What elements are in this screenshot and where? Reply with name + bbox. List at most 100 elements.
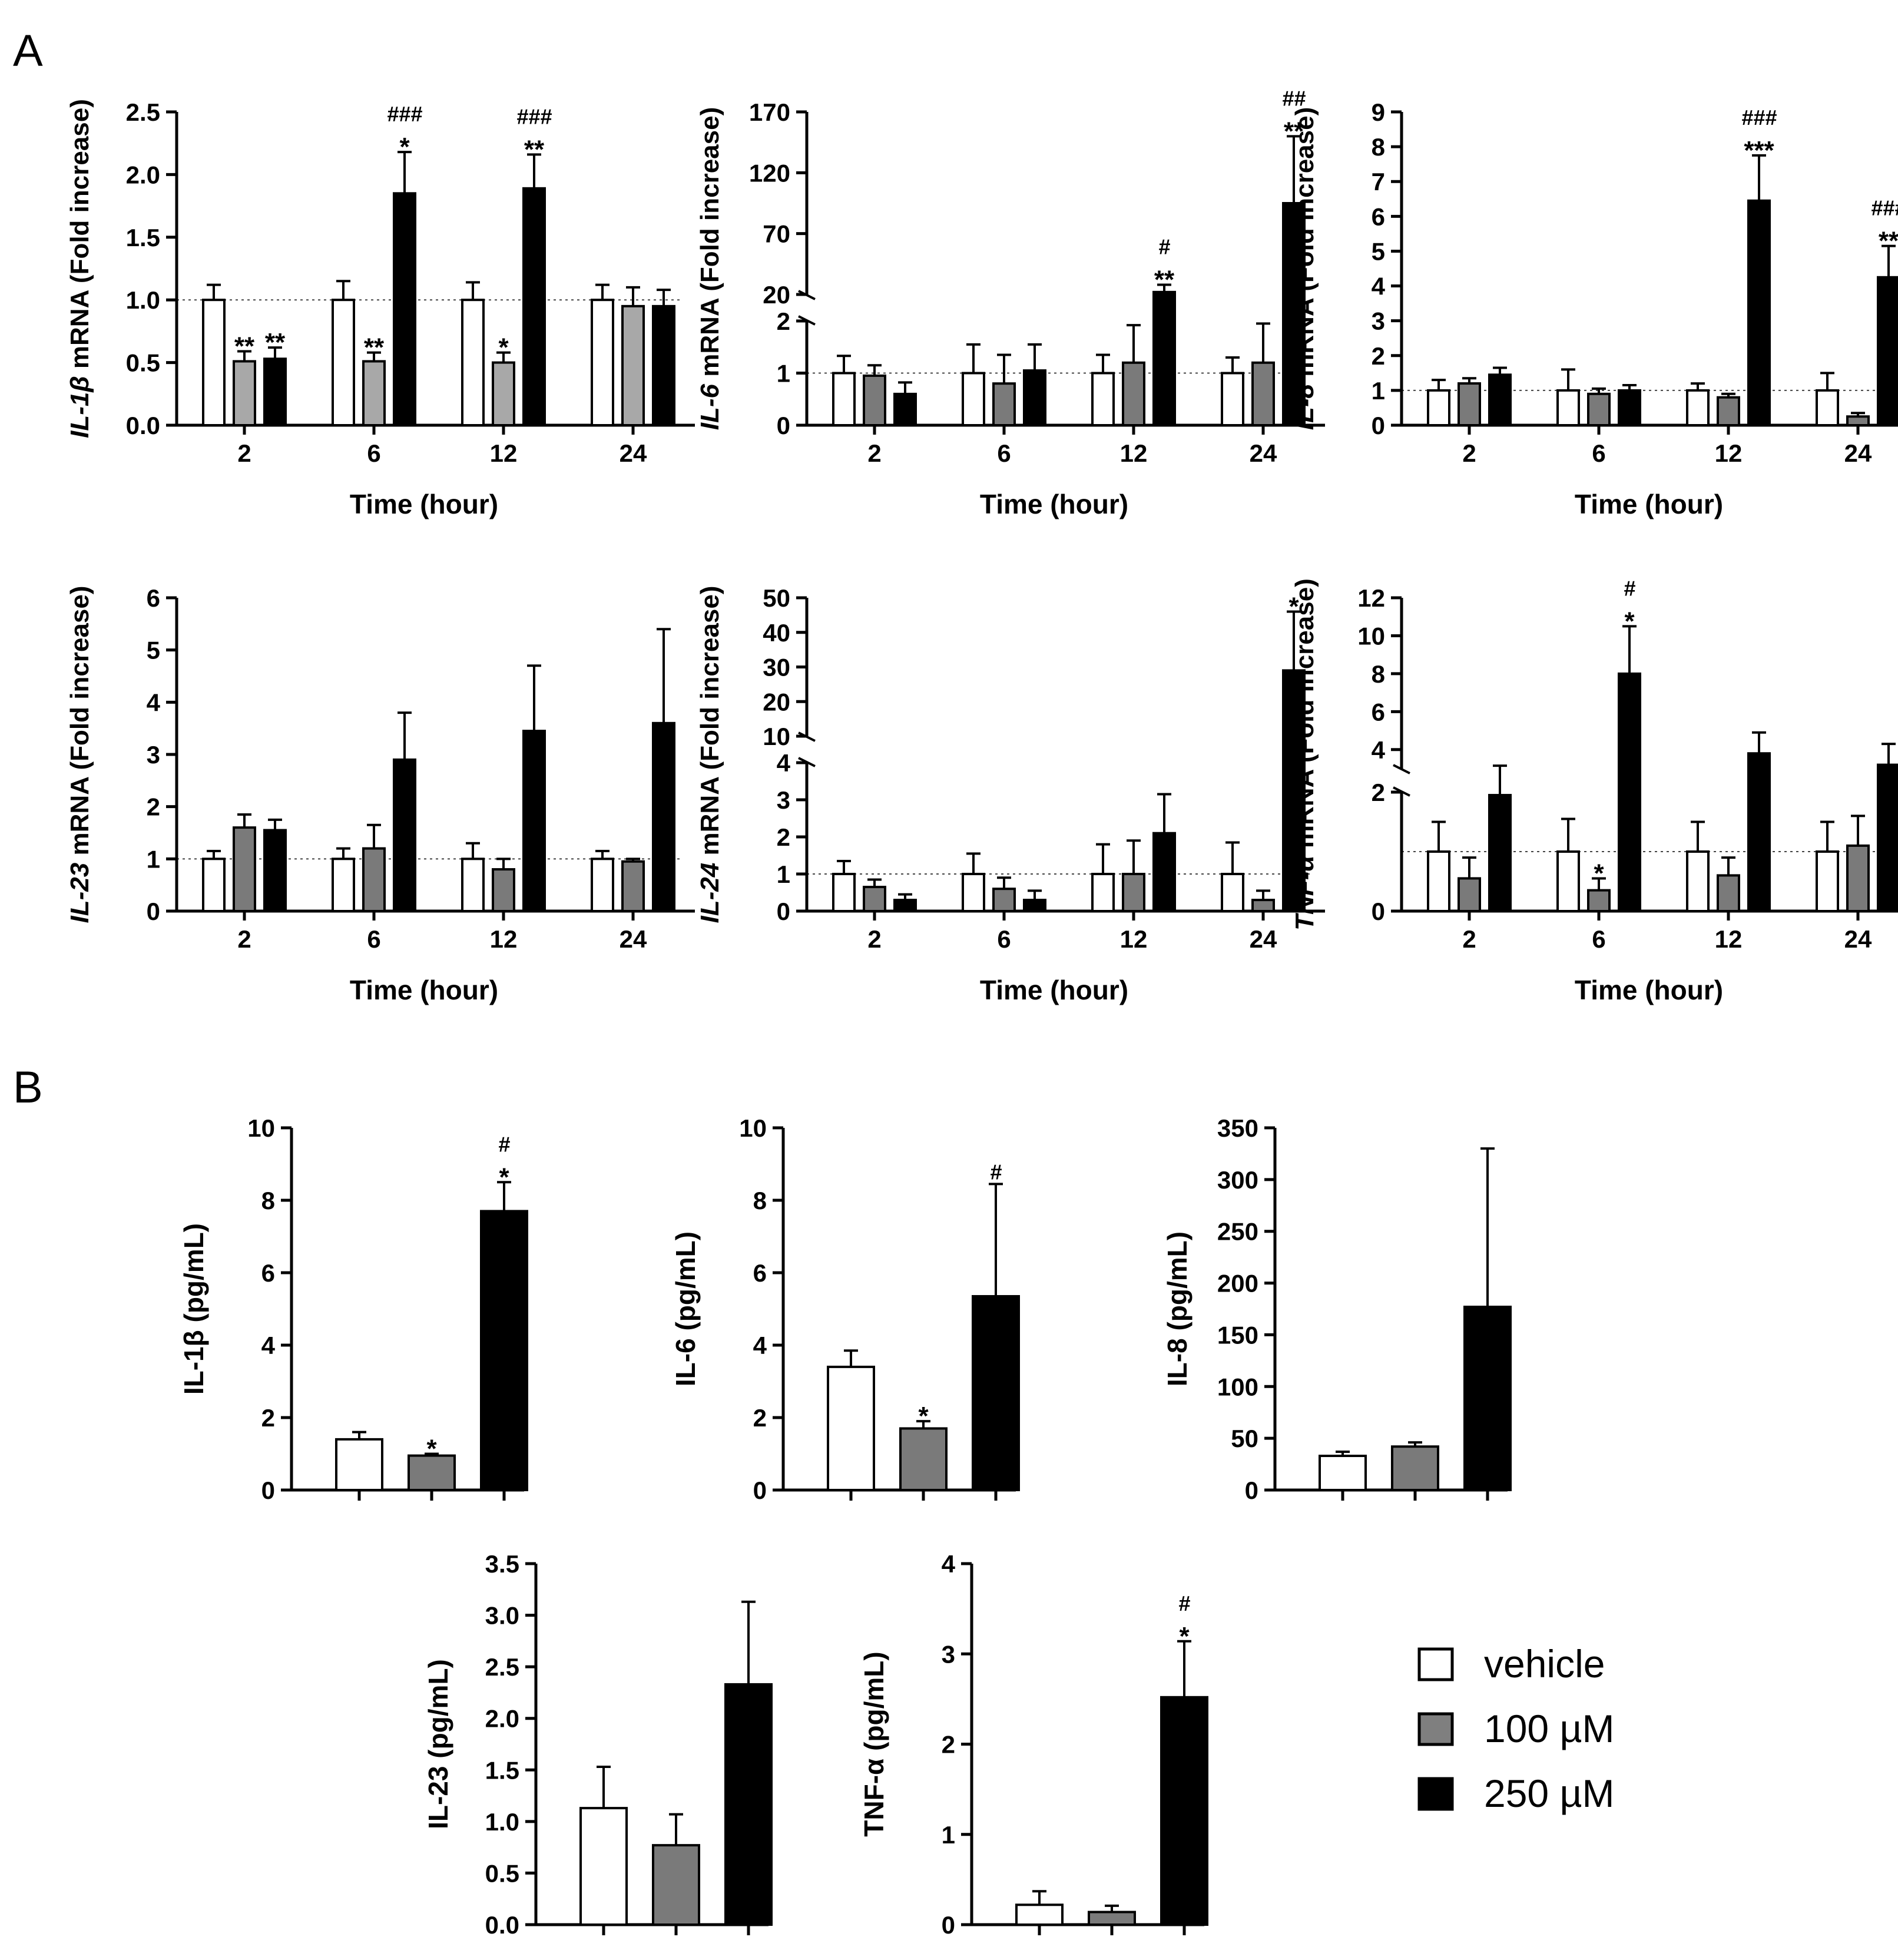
y-tick-label: 4	[942, 1550, 956, 1578]
y-tick-label: 5	[147, 637, 160, 664]
bar	[579, 1807, 628, 1926]
bar	[1877, 276, 1898, 426]
bar	[899, 1427, 948, 1491]
bar	[1023, 899, 1046, 912]
bar	[362, 847, 386, 912]
y-tick-label: 4	[147, 688, 161, 716]
significance-stars: *	[1179, 1622, 1190, 1651]
bar	[1088, 1911, 1136, 1926]
bar	[408, 1454, 456, 1491]
significance-stars: **	[524, 135, 545, 164]
bar	[335, 1438, 383, 1491]
bar	[522, 730, 546, 912]
bar	[1251, 899, 1275, 912]
y-tick-label: 6	[261, 1259, 275, 1287]
y-tick-label: 20	[763, 281, 790, 309]
y-axis-label: IL-6 (pg/mL)	[670, 1231, 701, 1386]
bar	[1816, 850, 1839, 912]
y-axis-label-gene: IL-6	[695, 383, 724, 430]
significance-stars: **	[234, 332, 255, 360]
bar	[1122, 873, 1145, 912]
y-tick-label: 6	[147, 584, 160, 612]
y-tick-label: 200	[1217, 1270, 1258, 1297]
bar	[863, 886, 886, 913]
significance-hash: ###	[1741, 105, 1777, 130]
significance-stars: *	[499, 1163, 509, 1191]
y-tick-label: 8	[1372, 660, 1385, 688]
bar	[652, 1844, 700, 1926]
y-axis-label-gene: IL-8	[1290, 383, 1319, 430]
bar	[362, 360, 386, 426]
x-tick-label: 12	[1120, 439, 1148, 467]
significance-hash: #	[1178, 1591, 1190, 1615]
bar	[1846, 844, 1870, 913]
bar	[1686, 389, 1710, 427]
y-tick-label: 4	[753, 1332, 767, 1359]
bar	[1587, 889, 1611, 913]
bar	[202, 299, 226, 427]
significance-hash: #	[1624, 576, 1635, 600]
bar	[1618, 672, 1641, 913]
y-tick-label: 0	[777, 898, 790, 925]
x-tick-label: 24	[1250, 439, 1277, 467]
bar	[202, 858, 226, 913]
bar	[992, 888, 1016, 912]
bar	[1816, 389, 1839, 427]
bar	[1221, 372, 1244, 426]
y-tick-label: 1.0	[126, 286, 160, 314]
y-axis-label-unit: mRNA (Fold increase)	[1290, 578, 1319, 855]
y-tick-label: 6	[1372, 203, 1385, 230]
y-tick-label: 1	[147, 845, 160, 873]
x-tick-label: 2	[1462, 439, 1476, 467]
bar	[1556, 389, 1580, 427]
y-tick-label: 2.0	[485, 1705, 519, 1733]
significance-hash: ###	[1871, 196, 1898, 220]
y-tick-label: 2.0	[126, 161, 160, 188]
bar	[652, 721, 675, 913]
bar	[832, 372, 856, 426]
y-axis-label: IL-8 (pg/mL)	[1162, 1231, 1193, 1386]
bar	[962, 873, 985, 912]
y-tick-label: 2	[942, 1731, 955, 1759]
chart-8: 0 50 100 150 200 250 300 350 IL-8 (pg/mL)	[1162, 1114, 1512, 1504]
y-tick-label: 120	[749, 159, 790, 187]
y-axis-label-gene: TNF-α	[1290, 855, 1319, 931]
x-tick-label: 2	[237, 439, 251, 467]
significance-stars: **	[1284, 117, 1304, 145]
x-tick-label: 12	[1715, 925, 1743, 953]
bar	[1091, 372, 1115, 426]
y-axis-label: IL-8 mRNA (Fold increase)	[1290, 107, 1319, 430]
y-axis-label-gene: IL-23	[65, 863, 94, 923]
y-tick-label: 0	[753, 1476, 767, 1504]
chart-9: 0.0 0.5 1.0 1.5 2.0 2.5 3.0 3.5 IL-23 (pg/mL)	[423, 1550, 773, 1939]
bar	[233, 826, 256, 912]
bar	[1747, 752, 1771, 912]
bar	[621, 304, 645, 427]
bar	[591, 858, 614, 913]
significance-hash: #	[498, 1132, 510, 1156]
y-tick-label: 30	[763, 654, 790, 681]
x-tick-label: 6	[367, 439, 380, 467]
bar	[1488, 794, 1512, 913]
y-tick-label: 8	[261, 1187, 275, 1214]
y-tick-label: 150	[1217, 1321, 1258, 1349]
x-tick-label: 12	[1715, 439, 1743, 467]
significance-stars: *	[918, 1402, 929, 1431]
panel-label-b: B	[13, 1062, 43, 1113]
y-tick-label: 1.5	[485, 1756, 519, 1784]
y-tick-label: 1	[777, 860, 790, 888]
y-tick-label: 3	[942, 1640, 955, 1668]
y-tick-label: 0	[147, 898, 160, 925]
legend-swatch-250uM	[1417, 1777, 1454, 1811]
bar	[1846, 415, 1870, 427]
chart-7: 0 2 4 6 8 10 * # IL-6 (pg/mL)	[670, 1114, 1020, 1504]
bar	[1427, 389, 1450, 427]
bar	[1251, 361, 1275, 426]
y-tick-label: 10	[739, 1114, 767, 1142]
bar	[1458, 382, 1481, 426]
bar	[893, 899, 917, 912]
bar	[480, 1210, 528, 1491]
